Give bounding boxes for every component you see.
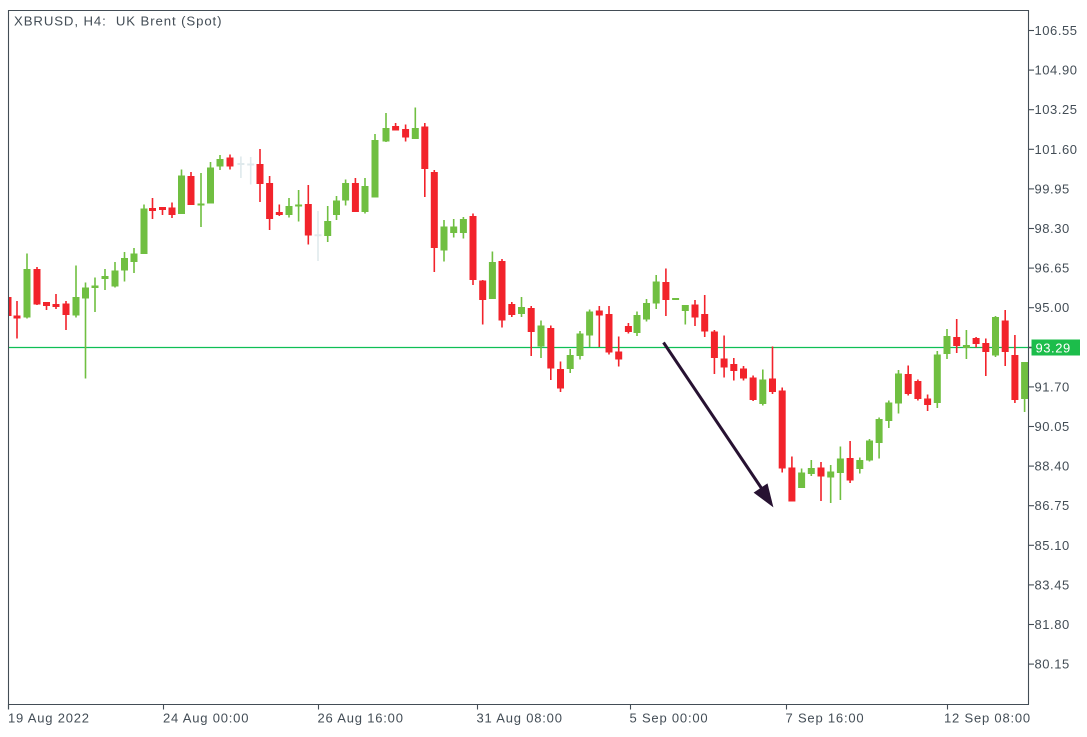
svg-text:101.60: 101.60 [1035,142,1078,157]
svg-text:31 Aug 08:00: 31 Aug 08:00 [477,711,563,726]
svg-text:80.15: 80.15 [1035,657,1070,672]
svg-text:86.75: 86.75 [1035,498,1070,513]
svg-text:24 Aug 00:00: 24 Aug 00:00 [163,711,249,726]
svg-text:93.29: 93.29 [1036,341,1071,356]
svg-text:85.10: 85.10 [1035,538,1070,553]
svg-text:103.25: 103.25 [1035,102,1078,117]
svg-text:81.80: 81.80 [1035,617,1070,632]
svg-text:5 Sep 00:00: 5 Sep 00:00 [630,711,709,726]
svg-text:7 Sep 16:00: 7 Sep 16:00 [786,711,865,726]
svg-text:98.30: 98.30 [1035,221,1070,236]
svg-text:12 Sep 08:00: 12 Sep 08:00 [944,711,1031,726]
svg-text:XBRUSD, H4: UK Brent (Spot): XBRUSD, H4: UK Brent (Spot) [14,14,222,29]
svg-text:19 Aug 2022: 19 Aug 2022 [8,711,90,726]
svg-text:83.45: 83.45 [1035,577,1070,592]
svg-text:99.95: 99.95 [1035,181,1070,196]
svg-text:106.55: 106.55 [1035,23,1078,38]
svg-text:91.70: 91.70 [1035,379,1070,394]
svg-text:104.90: 104.90 [1035,63,1078,78]
svg-text:90.05: 90.05 [1035,419,1070,434]
svg-text:88.40: 88.40 [1035,459,1070,474]
svg-text:96.65: 96.65 [1035,261,1070,276]
svg-text:95.00: 95.00 [1035,300,1070,315]
svg-text:26 Aug 16:00: 26 Aug 16:00 [318,711,404,726]
